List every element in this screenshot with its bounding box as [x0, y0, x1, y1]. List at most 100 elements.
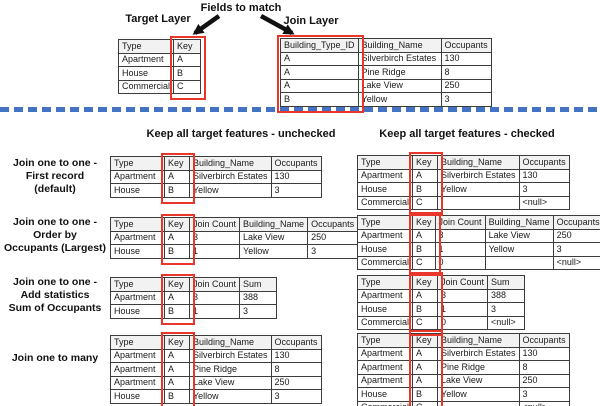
data-table: Type Key Building_Name Occupants Apartment A S… — [110, 335, 322, 404]
table-cell: Apartment — [110, 362, 165, 377]
table-row: Apartment A Lake View 250 — [110, 375, 322, 390]
column-header: Join Count — [434, 215, 486, 230]
table-cell: <null> — [518, 195, 570, 210]
table-cell: A — [412, 360, 439, 375]
table-cell: Apartment — [356, 228, 414, 243]
example-label-order-by: Join one to one - Order by Occupants (La… — [0, 216, 110, 255]
table-cell: Commercial — [356, 400, 414, 406]
table-cell: B — [164, 304, 190, 319]
table-cell: 130 — [518, 346, 570, 361]
table-row: Apartment A 3 Lake View 250 — [356, 228, 600, 243]
table-cell: A — [412, 228, 436, 243]
table-row: Commercial C — [117, 79, 202, 94]
table-cell: A — [412, 373, 439, 388]
table-cell: 0 — [437, 315, 489, 330]
example-label-add-statistics: Join one to one - Add statistics Sum of … — [2, 276, 108, 315]
table-cell: 8 — [518, 360, 570, 375]
column-header: Join Count — [188, 217, 241, 232]
table-cell: Apartment — [356, 288, 414, 303]
table-row: House B 1 3 — [356, 302, 526, 317]
table-cell: A — [280, 78, 359, 93]
table-add-statistics-unchecked: Type Key Join Count Sum Apartment A 3 388 House B… — [110, 274, 278, 325]
label-line: Sum of Occupants — [8, 302, 102, 314]
section-divider — [0, 107, 600, 112]
example-label-one-to-many: Join one to many — [2, 352, 108, 365]
table-cell: Yellow — [437, 182, 520, 197]
table-cell: A — [412, 168, 439, 183]
table-row: A Silverbirch Estates 130 — [280, 51, 492, 66]
data-table: Type Key Building_Name Occupants Apartment A S… — [356, 155, 570, 210]
column-header: Type — [356, 275, 414, 290]
table-cell: 130 — [518, 168, 570, 183]
column-header: Join Count — [437, 275, 489, 290]
column-header: Key — [412, 333, 439, 348]
column-header: Building_Name — [239, 217, 309, 232]
label-line: Join one to many — [11, 352, 99, 364]
table-cell: A — [173, 52, 202, 67]
table-cell: 3 — [434, 228, 486, 243]
column-header: Type — [110, 277, 165, 292]
table-cell: Apartment — [110, 290, 165, 305]
table-cell: Lake View — [189, 375, 272, 390]
table-cell: Apartment — [356, 373, 414, 388]
table-cell: Apartment — [110, 375, 165, 390]
table-cell: 3 — [440, 92, 492, 107]
table-cell: House — [110, 304, 165, 319]
label-line: First record — [25, 170, 85, 182]
table-row: Apartment A Pine Ridge 8 — [356, 360, 570, 375]
join-layer-table: Building_Type_ID Building_Name Occupants A S… — [277, 35, 492, 113]
table-cell: Lake View — [357, 78, 442, 93]
table-cell: B — [164, 244, 190, 259]
unchecked-column-header: Keep all target features - unchecked — [146, 128, 336, 140]
label-line: (default) — [34, 183, 76, 195]
table-cell: 3 — [437, 288, 489, 303]
table-cell: B — [280, 92, 359, 107]
table-cell: Lake View — [437, 373, 520, 388]
table-cell: C — [173, 79, 202, 94]
table-cell: A — [164, 362, 190, 377]
table-order-by-checked: Type Key Join Count Building_Name Occupants A… — [356, 212, 600, 276]
table-cell: House — [110, 244, 165, 259]
table-cell: 130 — [270, 348, 322, 363]
table-row: House B Yellow 3 — [356, 182, 570, 197]
table-cell: Silverbirch Estates — [437, 346, 520, 361]
table-first-record-checked: Type Key Building_Name Occupants Apartment A S… — [356, 152, 570, 216]
table-cell: 8 — [440, 65, 492, 80]
table-one-to-many-checked: Type Key Building_Name Occupants Apartment A S… — [356, 330, 570, 406]
table-cell: A — [164, 348, 190, 363]
table-row: B Yellow 3 — [280, 92, 492, 107]
table-cell: Silverbirch Estates — [189, 169, 272, 184]
label-line: Join one to one - — [13, 276, 97, 288]
column-header: Key — [173, 39, 202, 54]
column-header: Key — [164, 156, 190, 171]
table-cell: C — [412, 255, 436, 270]
column-header: Building_Name — [437, 333, 520, 348]
data-table: Type Key Join Count Building_Name Occupants A… — [110, 217, 359, 259]
column-header: Building_Name — [437, 155, 520, 170]
table-cell: Commercial — [356, 195, 414, 210]
table-cell: A — [412, 346, 439, 361]
table-row: Apartment A Lake View 250 — [356, 373, 570, 388]
table-row: House B Yellow 3 — [110, 183, 322, 198]
table-cell: B — [412, 387, 439, 402]
column-header: Occupants — [307, 217, 359, 232]
table-row: Commercial C 0 <null> — [356, 255, 600, 270]
table-cell: <null> — [552, 255, 600, 270]
table-cell: Apartment — [110, 348, 165, 363]
table-cell: 250 — [518, 373, 570, 388]
table-cell — [437, 195, 520, 210]
column-header: Key — [164, 217, 190, 232]
table-cell: A — [412, 288, 439, 303]
table-cell: Apartment — [110, 230, 165, 245]
column-header: Join Count — [188, 277, 241, 292]
table-cell: 250 — [440, 78, 492, 93]
column-header: Occupants — [552, 215, 600, 230]
table-order-by-unchecked: Type Key Join Count Building_Name Occupants A… — [110, 214, 359, 265]
fields-to-match-arrows — [192, 14, 295, 35]
table-cell: Commercial — [356, 255, 414, 270]
table-cell: B — [173, 66, 202, 81]
table-cell: B — [164, 183, 190, 198]
table-row: Apartment A — [117, 52, 202, 67]
data-table: Type Key Join Count Sum Apartment A 3 388 House B… — [110, 277, 278, 319]
